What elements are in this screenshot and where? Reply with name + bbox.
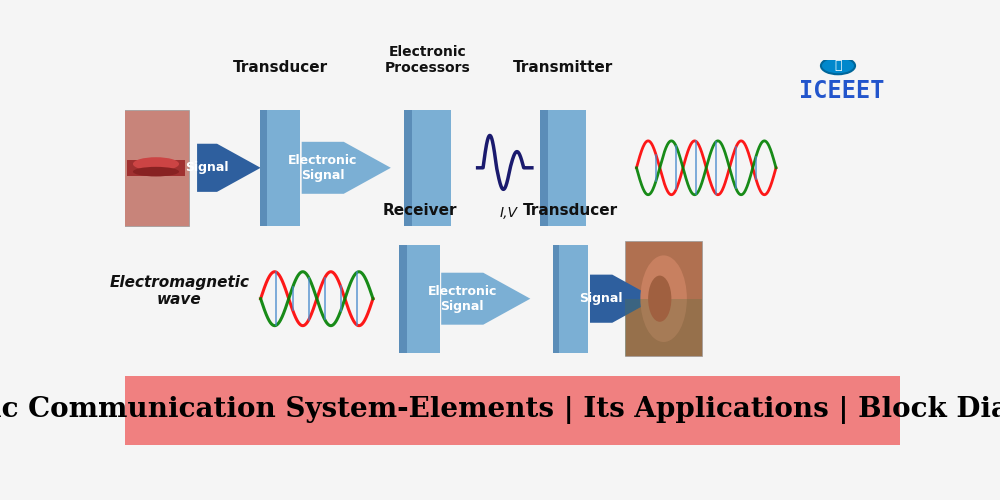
Bar [260, 110, 300, 226]
Text: Electromagnetic
wave: Electromagnetic wave [109, 275, 249, 307]
Text: Electronic
Processors: Electronic Processors [384, 45, 470, 76]
Bar [399, 245, 407, 352]
Ellipse shape [648, 276, 671, 322]
Polygon shape [441, 272, 530, 324]
Bar [399, 245, 440, 352]
Text: ⏻: ⏻ [834, 60, 842, 72]
Circle shape [821, 58, 855, 74]
Bar [540, 110, 586, 226]
Text: Transmitter: Transmitter [513, 60, 613, 76]
Text: Signal: Signal [185, 162, 229, 174]
Text: Electronic
Signal: Electronic Signal [428, 284, 497, 312]
Bar [625, 298, 702, 356]
Bar [553, 245, 559, 352]
Ellipse shape [133, 157, 179, 170]
Bar [404, 110, 412, 226]
Polygon shape [590, 274, 656, 323]
Bar [625, 241, 702, 356]
Bar [123, 110, 189, 226]
Ellipse shape [133, 167, 179, 176]
Polygon shape [302, 142, 391, 194]
Text: Signal: Signal [579, 292, 623, 305]
Text: Electronic
Signal: Electronic Signal [288, 154, 357, 182]
Bar [404, 110, 450, 226]
Ellipse shape [640, 256, 687, 342]
Bar [125, 376, 900, 445]
Bar [540, 110, 548, 226]
Text: I,V: I,V [500, 206, 518, 220]
Bar [127, 160, 185, 176]
Text: Transducer: Transducer [232, 60, 328, 76]
Bar [553, 245, 588, 352]
Text: Receiver: Receiver [382, 203, 457, 218]
Bar [260, 110, 267, 226]
Polygon shape [197, 144, 261, 192]
Text: Transducer: Transducer [523, 203, 618, 218]
Text: ICEEET: ICEEET [799, 79, 885, 103]
Text: Basic Communication System-Elements | Its Applications | Block Diagram: Basic Communication System-Elements | It… [0, 396, 1000, 424]
